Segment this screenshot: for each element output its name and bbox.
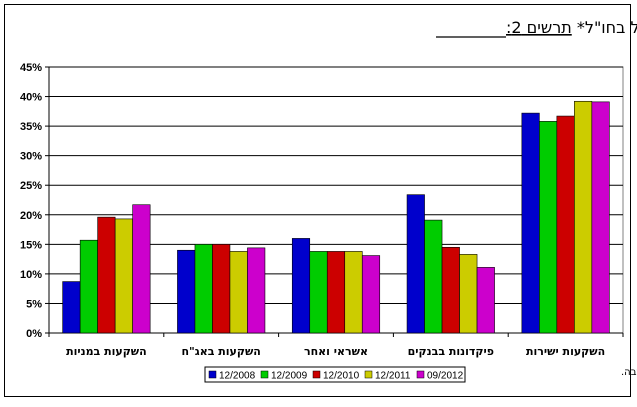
- legend-swatch: [416, 370, 425, 379]
- bar: [114, 218, 133, 334]
- bar: [177, 249, 196, 334]
- y-tick-label: 35%: [20, 121, 42, 133]
- legend-label: 12/2010: [323, 371, 360, 382]
- category-label: השקעות באג"ח: [182, 345, 261, 358]
- bar: [229, 251, 248, 334]
- chart-title: הרכב תיק הנכסים של תושבי ישראל בחו"ל* תר…: [506, 18, 637, 37]
- chart-title-rest: הרכב תיק הנכסים של תושבי ישראל בחו"ל*: [577, 18, 637, 37]
- y-tick-label: 20%: [20, 210, 42, 222]
- bar: [97, 216, 116, 334]
- bar: [459, 254, 478, 334]
- legend-swatch: [208, 370, 217, 379]
- y-tick-label: 25%: [20, 180, 42, 192]
- bar: [556, 115, 575, 334]
- bar: [194, 244, 213, 334]
- bar: [212, 244, 231, 334]
- bar: [539, 121, 558, 334]
- bar: [62, 281, 81, 334]
- bar: [591, 101, 610, 334]
- bar: [476, 267, 495, 334]
- bar: [309, 251, 328, 334]
- bar: [291, 238, 311, 334]
- y-tick-label: 45%: [20, 62, 42, 74]
- category-label: השקעות במניות: [66, 345, 147, 358]
- bar: [132, 204, 151, 334]
- footnote: *לא כולל נכסי רזרבה.: [621, 367, 637, 378]
- legend-label: 09/2012: [427, 371, 464, 382]
- bar: [441, 246, 460, 334]
- legend-label: 12/2008: [219, 371, 256, 382]
- legend-swatch: [364, 370, 373, 379]
- category-label: אשראי ואחר: [304, 345, 368, 358]
- bar: [424, 219, 443, 334]
- bar: [361, 255, 381, 334]
- legend-swatch: [260, 370, 269, 379]
- bar: [326, 251, 346, 334]
- bar: [247, 247, 266, 334]
- plot-area: 0% 5% 10% 15% 20% 25% 30% 35% 40% 45% השקעות ישירו…: [20, 62, 624, 358]
- bar: [79, 239, 98, 334]
- y-tick-label: 30%: [20, 151, 42, 163]
- bar: [344, 251, 363, 334]
- legend-label: 12/2009: [271, 371, 308, 382]
- category-label: השקעות ישירות: [526, 345, 605, 358]
- y-tick-label: 15%: [20, 239, 42, 251]
- legend-box: [204, 366, 466, 383]
- legend-label: 12/2011: [375, 371, 411, 382]
- chart-title-prefix: תרשים 2:: [506, 18, 572, 37]
- legend-swatch: [312, 370, 321, 379]
- category-label: פיקדונות בבנקים: [408, 345, 494, 358]
- bar: [406, 194, 425, 334]
- y-tick-label: 10%: [20, 269, 42, 281]
- legend: 12/2008 12/2009 12/2010 12/2011 09/2012: [204, 366, 466, 383]
- bar: [521, 112, 540, 334]
- y-tick-label: 40%: [20, 92, 42, 104]
- y-tick-label: 5%: [26, 298, 42, 310]
- y-tick-label: 0%: [26, 328, 42, 340]
- bar: [574, 100, 593, 334]
